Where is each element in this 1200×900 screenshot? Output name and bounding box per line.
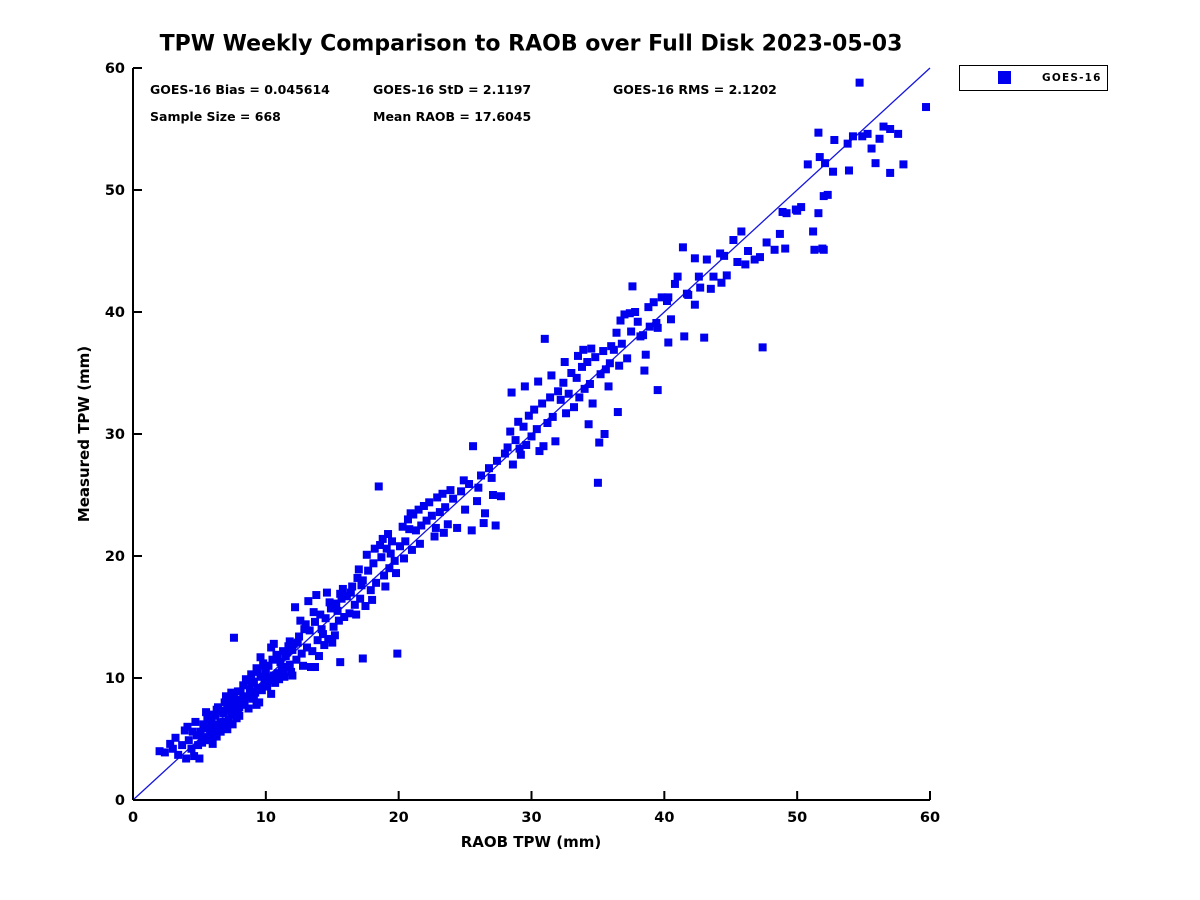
stat-std: GOES-16 StD = 2.1197 xyxy=(373,82,532,97)
svg-text:30: 30 xyxy=(521,810,541,826)
svg-text:0: 0 xyxy=(128,810,138,826)
svg-text:40: 40 xyxy=(654,810,674,826)
legend-box: GOES-16 xyxy=(959,65,1108,91)
tick-labels: 0 10 20 30 40 50 60 0 10 20 30 40 50 60 xyxy=(105,61,940,826)
legend-label: GOES-16 xyxy=(1042,72,1102,84)
svg-text:60: 60 xyxy=(105,61,125,77)
svg-text:50: 50 xyxy=(787,810,807,826)
svg-text:10: 10 xyxy=(105,671,125,687)
svg-text:40: 40 xyxy=(105,305,125,321)
stat-rms: GOES-16 RMS = 2.1202 xyxy=(613,82,777,97)
axis-ticks xyxy=(132,67,931,801)
svg-text:10: 10 xyxy=(256,810,276,826)
svg-text:20: 20 xyxy=(389,810,409,826)
svg-text:60: 60 xyxy=(920,810,940,826)
svg-text:30: 30 xyxy=(105,427,125,443)
svg-text:20: 20 xyxy=(105,549,125,565)
chart-title: TPW Weekly Comparison to RAOB over Full … xyxy=(159,31,903,57)
scatter-points xyxy=(155,78,931,763)
stat-sample-size: Sample Size = 668 xyxy=(150,109,281,124)
legend-marker-square xyxy=(998,71,1011,84)
x-axis-label: RAOB TPW (mm) xyxy=(460,833,602,851)
svg-text:50: 50 xyxy=(105,183,125,199)
stat-bias: GOES-16 Bias = 0.045614 xyxy=(150,82,330,97)
stat-mean-raob: Mean RAOB = 17.6045 xyxy=(373,109,532,124)
svg-text:0: 0 xyxy=(115,793,125,809)
